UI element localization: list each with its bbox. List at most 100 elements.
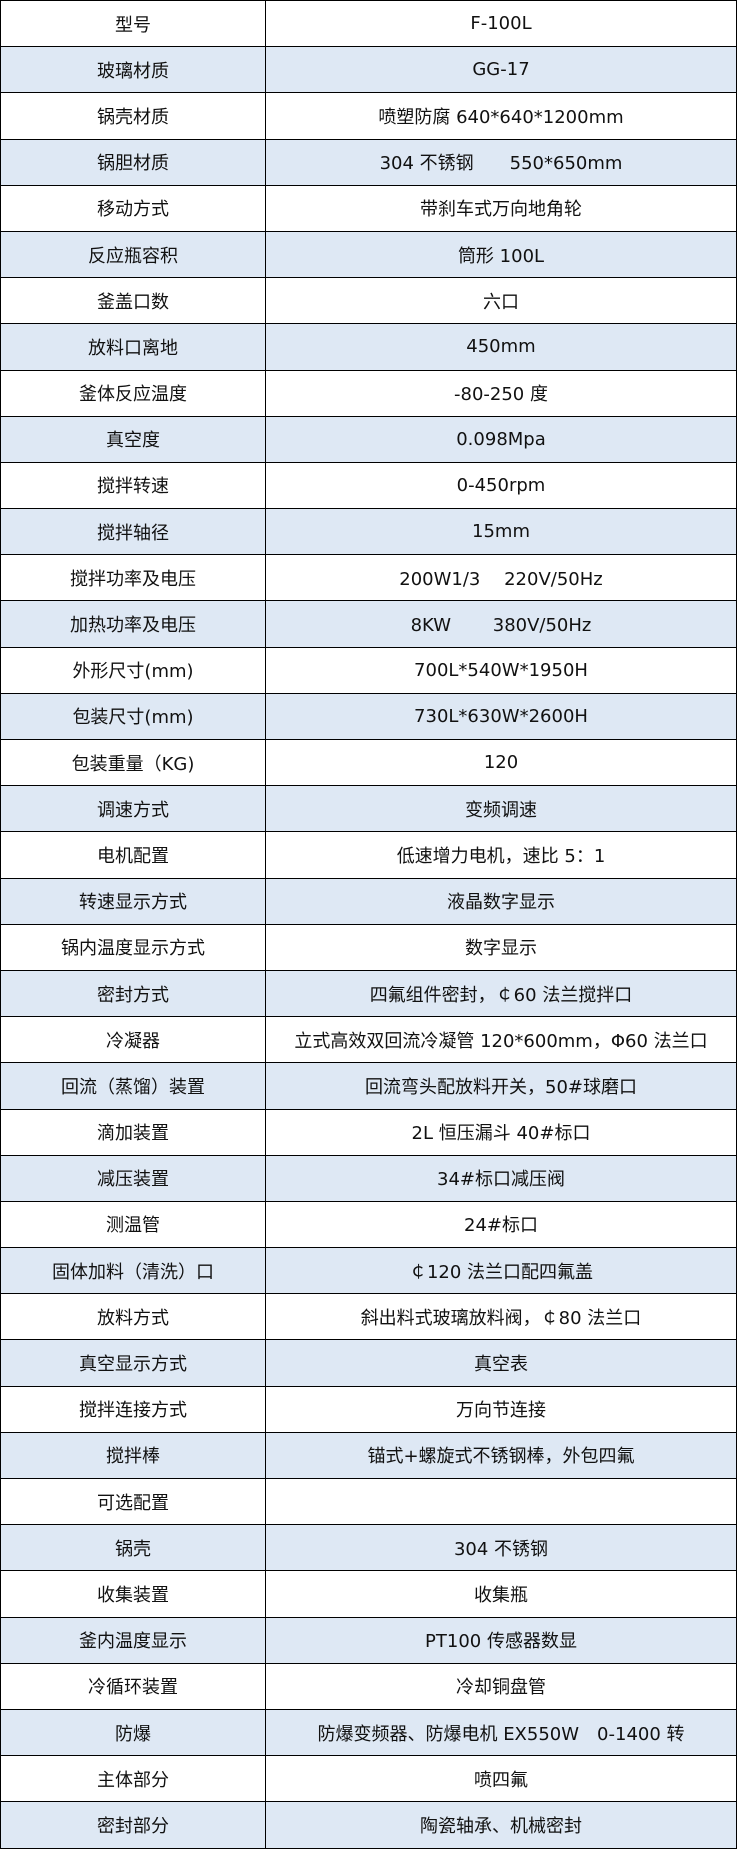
spec-label: 锅内温度显示方式	[0, 923, 266, 971]
spec-label: 可选配置	[0, 1477, 266, 1526]
table-row: 外形尺寸(mm) 700L*540W*1950H	[0, 646, 737, 694]
spec-label: 固体加料（清洗）口	[0, 1247, 266, 1295]
table-row: 加热功率及电压 8KW 380V/50Hz	[0, 600, 737, 648]
table-row: 搅拌轴径 15mm	[0, 508, 737, 556]
spec-label: 电机配置	[0, 831, 266, 879]
table-row: 主体部分 喷四氟	[0, 1755, 737, 1803]
spec-value: 304 不锈钢 550*650mm	[265, 138, 737, 186]
spec-value: 陶瓷轴承、机械密封	[265, 1801, 737, 1849]
spec-label: 收集装置	[0, 1570, 266, 1618]
spec-value: 真空表	[265, 1339, 737, 1387]
spec-label: 防爆	[0, 1708, 266, 1757]
table-row: 滴加装置 2L 恒压漏斗 40#标口	[0, 1108, 737, 1156]
spec-value: 8KW 380V/50Hz	[265, 600, 737, 648]
spec-value: 120	[265, 738, 737, 787]
table-row: 搅拌转速 0-450rpm	[0, 461, 737, 510]
spec-value: 立式高效双回流冷凝管 120*600mm，Φ60 法兰口	[265, 1016, 737, 1064]
spec-value: 304 不锈钢	[265, 1524, 737, 1572]
spec-value: GG-17	[265, 46, 737, 94]
table-row: 釜盖口数 六口	[0, 277, 737, 325]
table-row: 电机配置 低速增力电机，速比 5：1	[0, 831, 737, 879]
table-row: 转速显示方式 液晶数字显示	[0, 877, 737, 925]
table-row: 包装尺寸(mm) 730L*630W*2600H	[0, 692, 737, 741]
spec-label: 搅拌功率及电压	[0, 554, 266, 602]
spec-label: 型号	[0, 0, 266, 48]
spec-value: 200W1/3 220V/50Hz	[265, 554, 737, 602]
table-row: 调速方式 变频调速	[0, 785, 737, 833]
spec-label: 减压装置	[0, 1154, 266, 1202]
spec-value: ￠120 法兰口配四氟盖	[265, 1247, 737, 1295]
spec-value: 变频调速	[265, 785, 737, 833]
spec-label: 包装重量（KG)	[0, 738, 266, 787]
spec-label: 搅拌棒	[0, 1431, 266, 1480]
spec-label: 移动方式	[0, 184, 266, 232]
spec-value: 24#标口	[265, 1200, 737, 1249]
spec-value: 锚式+螺旋式不锈钢棒，外包四氟	[265, 1431, 737, 1480]
table-row: 真空显示方式 真空表	[0, 1339, 737, 1387]
table-row: 可选配置	[0, 1477, 737, 1526]
spec-value: 2L 恒压漏斗 40#标口	[265, 1108, 737, 1156]
spec-label: 搅拌连接方式	[0, 1385, 266, 1433]
spec-value: 四氟组件密封，￠60 法兰搅拌口	[265, 969, 737, 1018]
spec-value: 带刹车式万向地角轮	[265, 184, 737, 232]
table-row: 减压装置 34#标口减压阀	[0, 1154, 737, 1202]
spec-label: 加热功率及电压	[0, 600, 266, 648]
table-row: 反应瓶容积 筒形 100L	[0, 230, 737, 279]
spec-label: 外形尺寸(mm)	[0, 646, 266, 694]
spec-value: 15mm	[265, 508, 737, 556]
spec-value: F-100L	[265, 0, 737, 48]
spec-value: 34#标口减压阀	[265, 1154, 737, 1202]
spec-label: 包装尺寸(mm)	[0, 692, 266, 741]
spec-value: 喷塑防腐 640*640*1200mm	[265, 92, 737, 140]
spec-value: 700L*540W*1950H	[265, 646, 737, 694]
spec-value: 450mm	[265, 323, 737, 371]
table-row: 釜体反应温度 -80-250 度	[0, 369, 737, 417]
spec-label: 转速显示方式	[0, 877, 266, 925]
spec-label: 滴加装置	[0, 1108, 266, 1156]
spec-label: 测温管	[0, 1200, 266, 1249]
table-row: 锅胆材质 304 不锈钢 550*650mm	[0, 138, 737, 186]
spec-label: 锅胆材质	[0, 138, 266, 186]
table-row: 锅壳材质 喷塑防腐 640*640*1200mm	[0, 92, 737, 140]
table-row: 搅拌功率及电压 200W1/3 220V/50Hz	[0, 554, 737, 602]
table-row: 冷循环装置 冷却铜盘管	[0, 1662, 737, 1710]
spec-value: 0-450rpm	[265, 461, 737, 510]
table-row: 密封部分 陶瓷轴承、机械密封	[0, 1801, 737, 1849]
spec-label: 冷循环装置	[0, 1662, 266, 1710]
spec-value: 冷却铜盘管	[265, 1662, 737, 1710]
table-row: 搅拌连接方式 万向节连接	[0, 1385, 737, 1433]
spec-label: 真空度	[0, 415, 266, 463]
spec-label: 主体部分	[0, 1755, 266, 1803]
spec-value: -80-250 度	[265, 369, 737, 417]
table-row: 放料方式 斜出料式玻璃放料阀，￠80 法兰口	[0, 1293, 737, 1341]
table-row: 冷凝器 立式高效双回流冷凝管 120*600mm，Φ60 法兰口	[0, 1016, 737, 1064]
spec-label: 放料方式	[0, 1293, 266, 1341]
spec-value: 730L*630W*2600H	[265, 692, 737, 741]
spec-label: 放料口离地	[0, 323, 266, 371]
table-row: 锅内温度显示方式 数字显示	[0, 923, 737, 971]
table-row: 玻璃材质 GG-17	[0, 46, 737, 94]
spec-value: 防爆变频器、防爆电机 EX550W 0-1400 转	[265, 1708, 737, 1757]
spec-value: 万向节连接	[265, 1385, 737, 1433]
table-row: 搅拌棒 锚式+螺旋式不锈钢棒，外包四氟	[0, 1431, 737, 1480]
table-row: 移动方式 带刹车式万向地角轮	[0, 184, 737, 232]
table-row: 真空度 0.098Mpa	[0, 415, 737, 463]
spec-value: 筒形 100L	[265, 230, 737, 279]
spec-label: 釜内温度显示	[0, 1616, 266, 1664]
spec-label: 釜体反应温度	[0, 369, 266, 417]
spec-label: 真空显示方式	[0, 1339, 266, 1387]
spec-value	[265, 1477, 737, 1526]
table-row: 包装重量（KG) 120	[0, 738, 737, 787]
table-row: 锅壳 304 不锈钢	[0, 1524, 737, 1572]
table-row: 密封方式 四氟组件密封，￠60 法兰搅拌口	[0, 969, 737, 1018]
spec-value: 液晶数字显示	[265, 877, 737, 925]
spec-label: 锅壳材质	[0, 92, 266, 140]
spec-label: 搅拌转速	[0, 461, 266, 510]
table-row: 回流（蒸馏）装置 回流弯头配放料开关，50#球磨口	[0, 1062, 737, 1110]
spec-label: 玻璃材质	[0, 46, 266, 94]
table-row: 釜内温度显示 PT100 传感器数显	[0, 1616, 737, 1664]
spec-label: 反应瓶容积	[0, 230, 266, 279]
spec-value: PT100 传感器数显	[265, 1616, 737, 1664]
spec-label: 调速方式	[0, 785, 266, 833]
